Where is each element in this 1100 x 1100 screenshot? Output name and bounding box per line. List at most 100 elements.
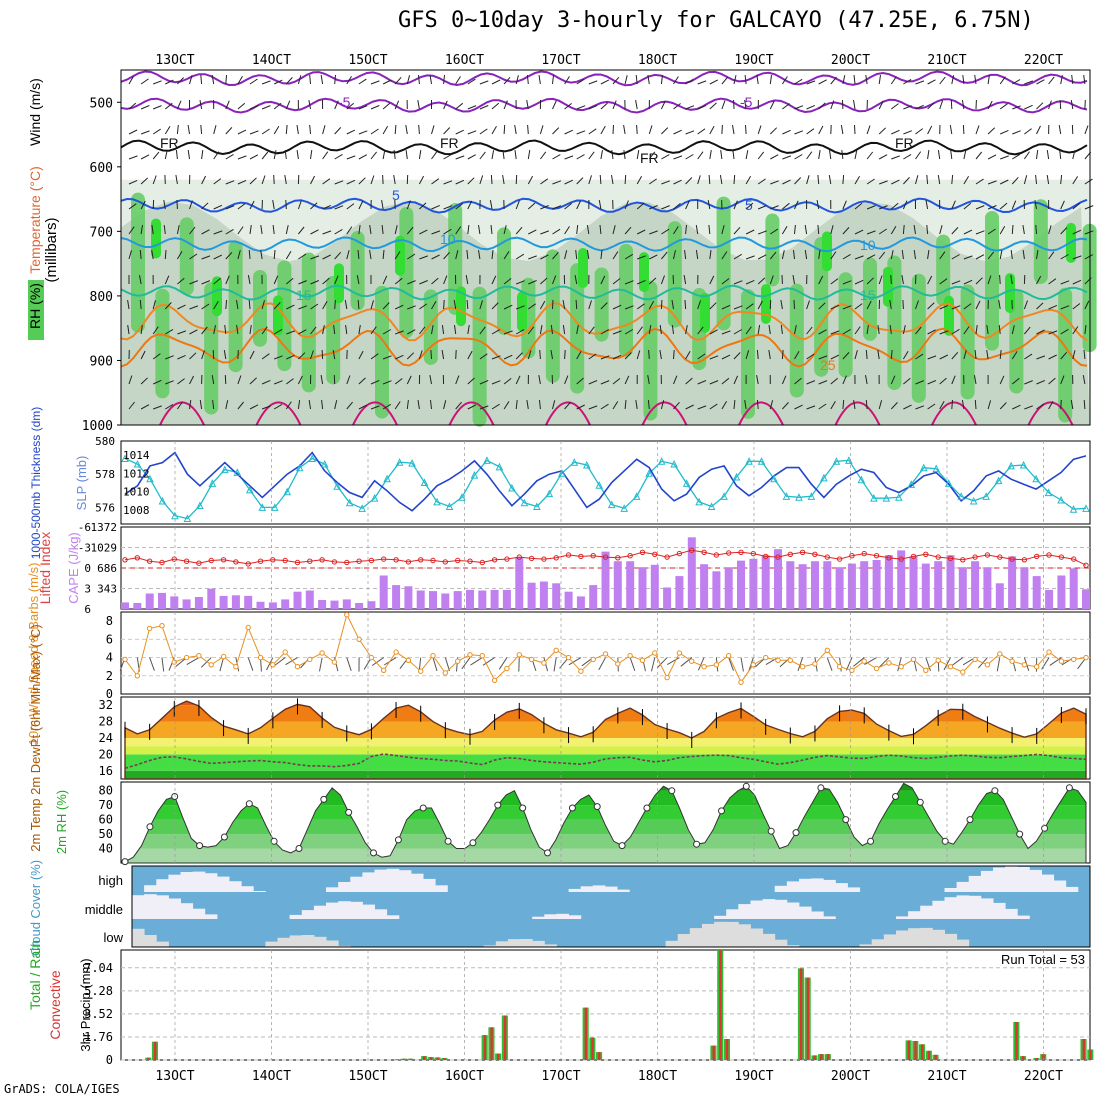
wind-barb (1060, 75, 1063, 85)
wind-barb (467, 200, 473, 210)
slp-ylabel: SLP (mb) (74, 456, 89, 511)
rh-green-patch (131, 192, 145, 333)
wind-barb (562, 300, 566, 310)
wind-barb (273, 79, 283, 85)
cape-bar (305, 590, 314, 609)
rh-tick-label: 40 (99, 842, 113, 856)
wind-barb (443, 154, 452, 160)
wind-barb (515, 200, 520, 210)
wind-barb (915, 128, 924, 135)
wind-barb (865, 349, 868, 360)
wind-barb (490, 174, 493, 185)
wind-barb (539, 399, 541, 410)
slp-marker (720, 492, 728, 500)
cloud-cell (204, 873, 218, 892)
wind-barb (514, 125, 517, 135)
wind-barb (794, 325, 797, 335)
wind-barb (189, 253, 198, 260)
cloud-cell (410, 873, 424, 892)
wind-barb (878, 154, 888, 160)
wind-barb (879, 205, 888, 210)
cloud-cell (301, 935, 315, 947)
wind-barb (503, 251, 510, 260)
wind-barb (1036, 302, 1044, 310)
wind10m-marker (738, 679, 744, 685)
wind-barb (273, 403, 283, 410)
wind-barb (782, 103, 790, 110)
wind-barb (879, 180, 888, 185)
wind-barb (237, 226, 244, 235)
wind-barb (877, 325, 880, 335)
wind-barb (927, 302, 935, 310)
cloud-cell (1029, 869, 1042, 892)
date-label-top: 13OCT (155, 53, 194, 68)
slp-marker (1057, 495, 1065, 504)
wind10m-marker (947, 664, 954, 670)
wind-barb (308, 100, 311, 110)
wind-barb (382, 380, 392, 385)
wind-barb (273, 249, 276, 260)
wind-barb (310, 280, 319, 285)
wind-barb (346, 375, 351, 385)
wind-barb (320, 75, 324, 85)
wind-barb (1011, 200, 1017, 210)
wind-barb (915, 175, 919, 185)
precip-bar-convective (719, 950, 722, 1060)
wind10m-marker (689, 658, 695, 664)
precip-bar-convective (483, 1035, 487, 1060)
wind-barb (249, 154, 259, 160)
wind-barb (769, 400, 774, 410)
wind-barb (853, 400, 856, 410)
wind-barb (673, 349, 675, 360)
wind-barb (1083, 349, 1086, 360)
slp-marker (445, 502, 454, 510)
precip-bar-convective (1022, 1056, 1025, 1060)
wind-barb (273, 126, 280, 135)
wind10m-barb (482, 657, 495, 666)
wind-barb (1072, 176, 1079, 185)
wind-barb (757, 178, 766, 185)
cloud-cell (1017, 915, 1030, 919)
wind-barb (804, 250, 808, 260)
profile-ytick-label: 600 (90, 161, 113, 176)
li-marker (257, 558, 264, 564)
wind10m-marker (455, 658, 461, 664)
cloud-cell (532, 940, 545, 947)
temp-tick-label: 32 (99, 698, 113, 712)
wind-barb (418, 124, 420, 135)
wind-barb (455, 401, 462, 410)
wind10m-marker (159, 623, 165, 629)
wind-barb (564, 155, 574, 160)
wind-barb (673, 179, 682, 185)
cloud-cell (786, 881, 800, 892)
wind-barb (818, 403, 827, 410)
surface-isotherm (931, 401, 977, 426)
wind-barb (297, 400, 301, 410)
wind-barb (248, 299, 251, 310)
wind-barb (721, 354, 731, 360)
wind-barb (381, 225, 384, 235)
wind-barb (636, 175, 643, 185)
wind-barb (951, 75, 955, 85)
isotherm-line (120, 70, 1088, 87)
wind-barb (443, 251, 450, 260)
wind-barb (443, 299, 445, 310)
wind-barb (661, 127, 669, 135)
wind-barb (467, 404, 477, 410)
cape-bar (613, 561, 622, 609)
date-label-top: 15OCT (348, 53, 387, 68)
wind-barb (152, 326, 159, 335)
wind-barb (333, 325, 336, 335)
wind-barb (502, 150, 505, 160)
li-marker (220, 557, 227, 563)
slp-marker (757, 457, 766, 465)
wind-barb (453, 300, 457, 310)
rh-green-patch (155, 288, 170, 399)
wind-barb (902, 224, 905, 235)
li-marker (405, 559, 412, 565)
slp-marker (470, 471, 479, 479)
wind-barb (636, 303, 645, 310)
wind-barb (1072, 202, 1081, 210)
cloud-cell (932, 929, 945, 947)
cloud-cell (908, 928, 921, 947)
